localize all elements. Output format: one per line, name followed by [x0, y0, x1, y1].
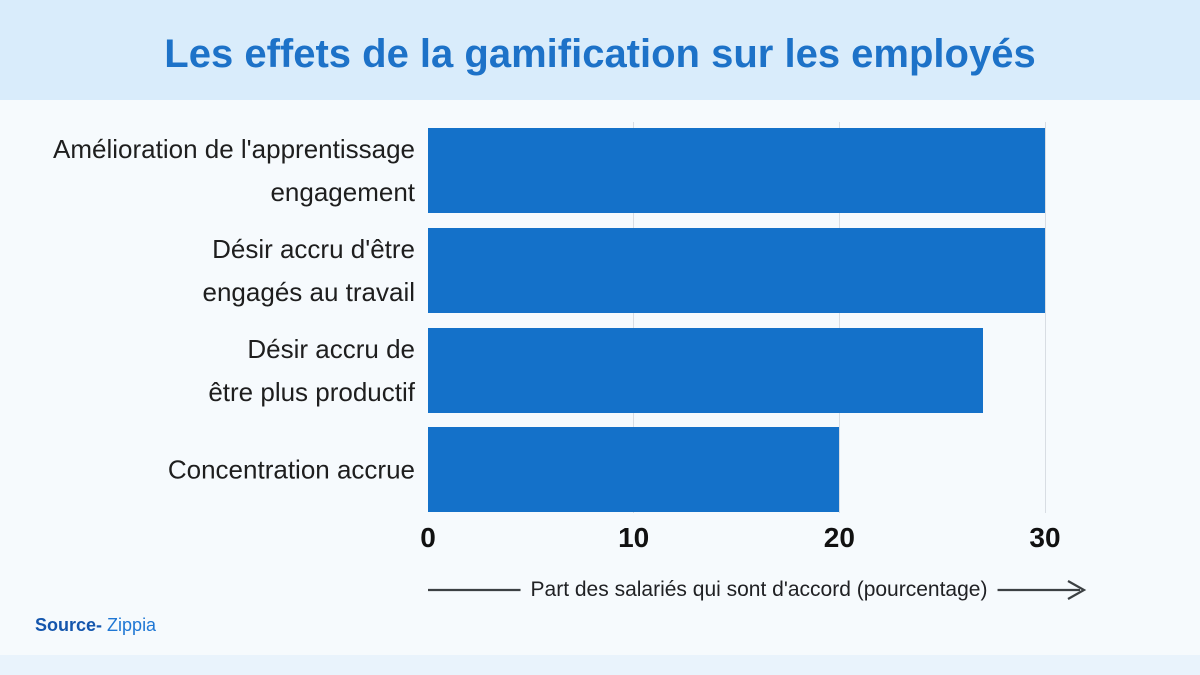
gridline-30 — [1044, 122, 1046, 513]
bottom-band — [0, 655, 1200, 675]
source-note: Source- Zippia — [35, 615, 156, 636]
x-tick-30: 30 — [1029, 522, 1061, 553]
x-tick-20: 20 — [823, 522, 855, 553]
category-label-0: Amélioration de l'apprentissage engagemen… — [53, 133, 415, 207]
bar-1 — [428, 228, 1045, 313]
source-prefix: Source- — [35, 615, 103, 635]
bar-3 — [428, 427, 840, 512]
bar-2 — [428, 328, 984, 413]
x-axis-arrow: Part des salariés qui sont d'accord (pou… — [428, 577, 1090, 603]
category-label-1: Désir accru d'être engagés au travail — [202, 233, 415, 307]
chart-title: Les effets de la gamification sur les em… — [164, 31, 1036, 76]
x-axis-label: Part des salariés qui sont d'accord (pou… — [520, 577, 998, 603]
category-label-3: Concentration accrue — [167, 454, 415, 484]
x-tick-0: 0 — [420, 522, 436, 553]
category-label-2: Désir accru de être plus productif — [208, 333, 415, 407]
source-link[interactable]: Zippia — [107, 615, 157, 635]
gridline-10 — [633, 122, 635, 513]
title-band: Les effets de la gamification sur les em… — [0, 0, 1200, 100]
gridline-20 — [838, 122, 840, 513]
bar-chart: Amélioration de l'apprentissage engagemen… — [0, 100, 1200, 620]
bar-0 — [428, 128, 1045, 213]
x-tick-10: 10 — [618, 522, 650, 553]
